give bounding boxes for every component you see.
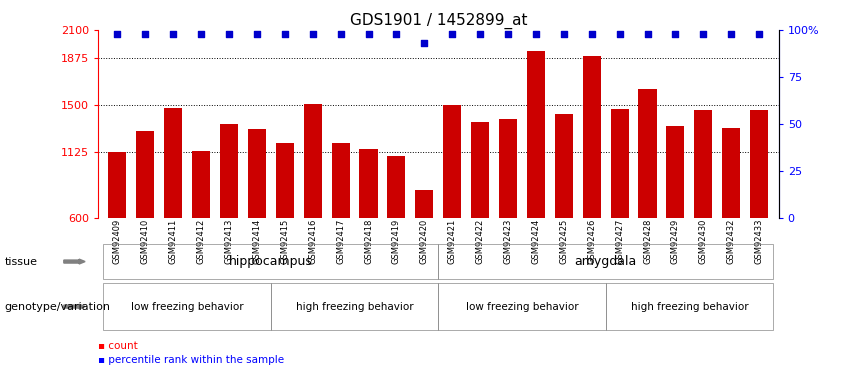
Bar	[220, 124, 238, 218]
Text: low freezing behavior: low freezing behavior	[465, 302, 579, 312]
Point	[306, 31, 319, 37]
Point	[696, 31, 710, 37]
Bar	[387, 156, 405, 218]
Text: hippocampus: hippocampus	[229, 255, 313, 268]
Point	[334, 31, 347, 37]
Point	[278, 31, 292, 37]
Bar	[694, 110, 712, 218]
Point	[445, 31, 459, 37]
Point	[585, 31, 598, 37]
Point	[557, 31, 571, 37]
Text: amygdala: amygdala	[574, 255, 637, 268]
Point	[613, 31, 626, 37]
Point	[641, 31, 654, 37]
Bar	[359, 149, 378, 217]
Bar	[108, 152, 127, 217]
Point	[111, 31, 124, 37]
Text: high freezing behavior: high freezing behavior	[631, 302, 748, 312]
Bar	[499, 119, 517, 218]
Bar	[750, 110, 768, 218]
Point	[250, 31, 264, 37]
Bar	[583, 56, 601, 217]
Bar	[638, 89, 657, 218]
Point	[724, 31, 738, 37]
Point	[362, 31, 375, 37]
Point	[222, 31, 236, 37]
Point	[529, 31, 543, 37]
Bar	[332, 142, 350, 218]
Point	[418, 40, 431, 46]
Point	[194, 31, 208, 37]
Bar	[248, 129, 266, 217]
Text: genotype/variation: genotype/variation	[4, 302, 111, 312]
Text: tissue: tissue	[4, 256, 37, 267]
Point	[669, 31, 683, 37]
Bar	[415, 190, 433, 217]
Bar	[471, 122, 489, 218]
Bar	[527, 51, 545, 217]
Text: high freezing behavior: high freezing behavior	[296, 302, 414, 312]
Bar	[722, 128, 740, 218]
Title: GDS1901 / 1452899_at: GDS1901 / 1452899_at	[350, 12, 527, 28]
Bar	[276, 143, 294, 218]
Text: ▪ count: ▪ count	[98, 341, 138, 351]
Point	[501, 31, 515, 37]
Bar	[555, 114, 573, 218]
Bar	[192, 151, 210, 217]
Text: ▪ percentile rank within the sample: ▪ percentile rank within the sample	[98, 355, 284, 365]
Point	[473, 31, 487, 37]
Point	[139, 31, 152, 37]
Point	[167, 31, 180, 37]
Text: low freezing behavior: low freezing behavior	[131, 302, 243, 312]
Bar	[610, 109, 629, 217]
Bar	[443, 105, 461, 218]
Bar	[164, 108, 182, 218]
Point	[390, 31, 403, 37]
Point	[752, 31, 766, 37]
Bar	[136, 130, 154, 218]
Bar	[666, 126, 684, 218]
Bar	[304, 104, 322, 218]
